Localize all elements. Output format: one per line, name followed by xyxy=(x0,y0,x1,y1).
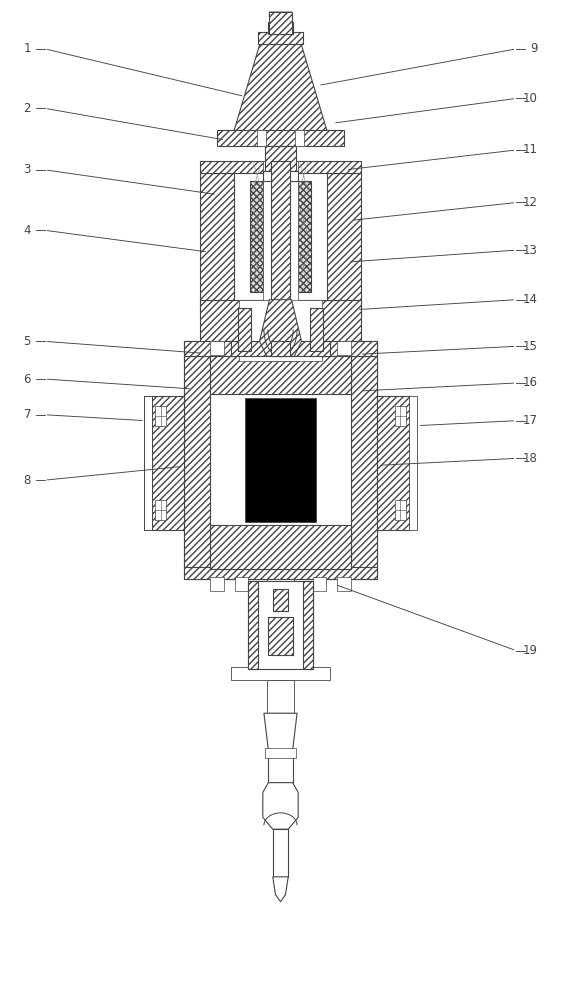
Bar xyxy=(210,356,351,394)
Text: 15: 15 xyxy=(523,340,537,353)
Text: 17: 17 xyxy=(522,414,537,427)
Bar xyxy=(239,300,322,361)
Bar xyxy=(302,581,312,669)
Bar xyxy=(268,617,293,655)
Text: 14: 14 xyxy=(522,293,537,306)
Bar xyxy=(337,341,351,355)
Bar xyxy=(337,577,351,591)
Bar xyxy=(263,171,298,181)
Bar xyxy=(245,398,316,522)
Bar xyxy=(238,308,251,351)
Bar xyxy=(144,396,151,530)
Text: 9: 9 xyxy=(530,42,537,55)
Bar xyxy=(395,500,406,520)
Bar xyxy=(217,130,344,146)
Bar xyxy=(266,579,295,678)
Bar xyxy=(266,680,295,713)
Bar xyxy=(265,146,296,173)
Bar xyxy=(298,181,311,292)
Text: 4: 4 xyxy=(24,224,31,237)
Bar xyxy=(268,617,293,655)
Bar xyxy=(269,12,292,34)
Bar xyxy=(155,500,166,520)
Bar xyxy=(150,396,184,530)
Bar xyxy=(268,22,293,34)
Bar xyxy=(351,356,377,569)
Bar xyxy=(410,396,417,530)
Bar xyxy=(270,161,291,314)
Bar xyxy=(263,161,298,314)
Bar xyxy=(184,341,377,579)
Text: 1: 1 xyxy=(24,42,31,55)
Bar xyxy=(235,341,249,355)
Bar xyxy=(210,341,224,355)
Polygon shape xyxy=(264,713,297,750)
Bar xyxy=(395,406,406,426)
Polygon shape xyxy=(269,12,292,22)
Bar xyxy=(249,581,312,669)
Text: 19: 19 xyxy=(522,644,537,657)
Bar xyxy=(328,173,361,302)
Bar xyxy=(200,302,361,314)
Bar xyxy=(249,581,259,669)
Bar xyxy=(270,341,291,356)
Text: 6: 6 xyxy=(24,373,31,386)
Polygon shape xyxy=(295,130,304,146)
Text: 3: 3 xyxy=(24,163,31,176)
Bar xyxy=(231,341,330,356)
Text: 13: 13 xyxy=(523,244,537,257)
Text: 12: 12 xyxy=(522,196,537,209)
Bar xyxy=(200,300,361,361)
Polygon shape xyxy=(260,300,301,356)
Bar xyxy=(210,577,224,591)
Text: 16: 16 xyxy=(522,376,537,389)
Text: 8: 8 xyxy=(24,474,31,487)
Bar xyxy=(144,396,151,530)
Bar xyxy=(265,341,296,361)
Bar xyxy=(265,748,296,758)
Bar xyxy=(184,341,377,356)
Bar xyxy=(270,341,291,356)
Text: 2: 2 xyxy=(24,102,31,115)
Bar xyxy=(200,173,233,302)
Text: 11: 11 xyxy=(522,143,537,156)
Bar xyxy=(250,181,263,292)
Bar xyxy=(312,341,326,355)
Bar xyxy=(312,577,326,591)
Bar xyxy=(273,829,288,877)
Bar xyxy=(268,750,293,783)
Bar xyxy=(273,589,288,611)
Bar xyxy=(184,356,210,569)
Bar xyxy=(259,32,302,44)
Text: 7: 7 xyxy=(24,408,31,421)
Polygon shape xyxy=(257,130,266,146)
Polygon shape xyxy=(263,783,298,829)
Bar xyxy=(155,406,166,426)
Bar xyxy=(377,396,411,530)
Polygon shape xyxy=(273,877,288,902)
Bar xyxy=(273,589,288,611)
Bar xyxy=(184,567,377,579)
Bar xyxy=(231,667,330,680)
Bar xyxy=(310,308,323,351)
Text: 5: 5 xyxy=(24,335,31,348)
Bar xyxy=(235,577,249,591)
Bar xyxy=(210,525,351,569)
Bar xyxy=(200,161,361,173)
Text: 10: 10 xyxy=(523,92,537,105)
Text: 18: 18 xyxy=(523,452,537,465)
Polygon shape xyxy=(232,34,329,138)
